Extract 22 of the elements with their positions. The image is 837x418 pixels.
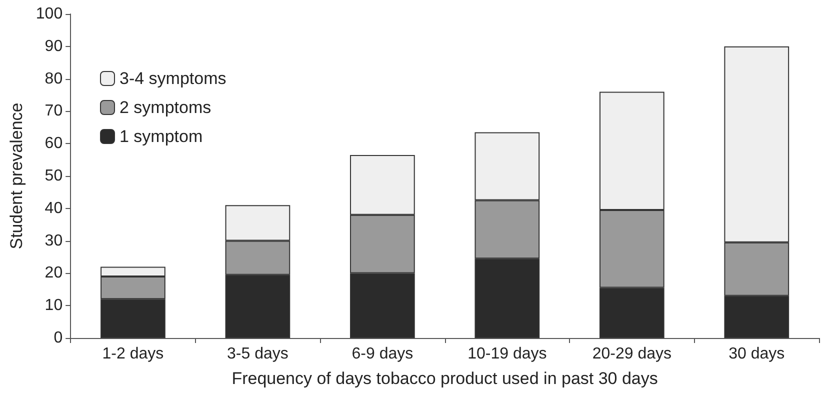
x-tick-label: 1-2 days [102, 346, 164, 362]
x-tick-label: 10-19 days [468, 346, 547, 362]
y-tick-label: 0 [54, 330, 63, 346]
legend-label: 1 symptom [120, 127, 203, 146]
y-tick-label: 40 [44, 200, 63, 217]
legend-label: 3-4 symptoms [120, 69, 226, 88]
y-tick-label: 90 [44, 38, 63, 55]
x-tick-label: 6-9 days [352, 346, 414, 362]
y-tick-label: 60 [44, 135, 63, 152]
y-tick-label: 70 [44, 102, 63, 120]
y-tick-label: 100 [36, 6, 63, 22]
x-tick-label: 3-5 days [227, 346, 288, 362]
y-tick-label: 30 [44, 232, 63, 250]
y-tick-label: 10 [44, 297, 63, 314]
y-tick-label: 50 [44, 168, 63, 184]
y-tick-label: 80 [44, 70, 63, 88]
x-tick-label: 20-29 days [592, 346, 672, 362]
legend-label: 2 symptoms [120, 98, 212, 117]
x-tick-label: 30 days [728, 346, 785, 362]
y-tick-label: 20 [44, 264, 63, 282]
y-axis-title: Student prevalence [7, 102, 26, 250]
x-axis-title: Frequency of days tobacco product used in past 30 days [232, 369, 658, 388]
